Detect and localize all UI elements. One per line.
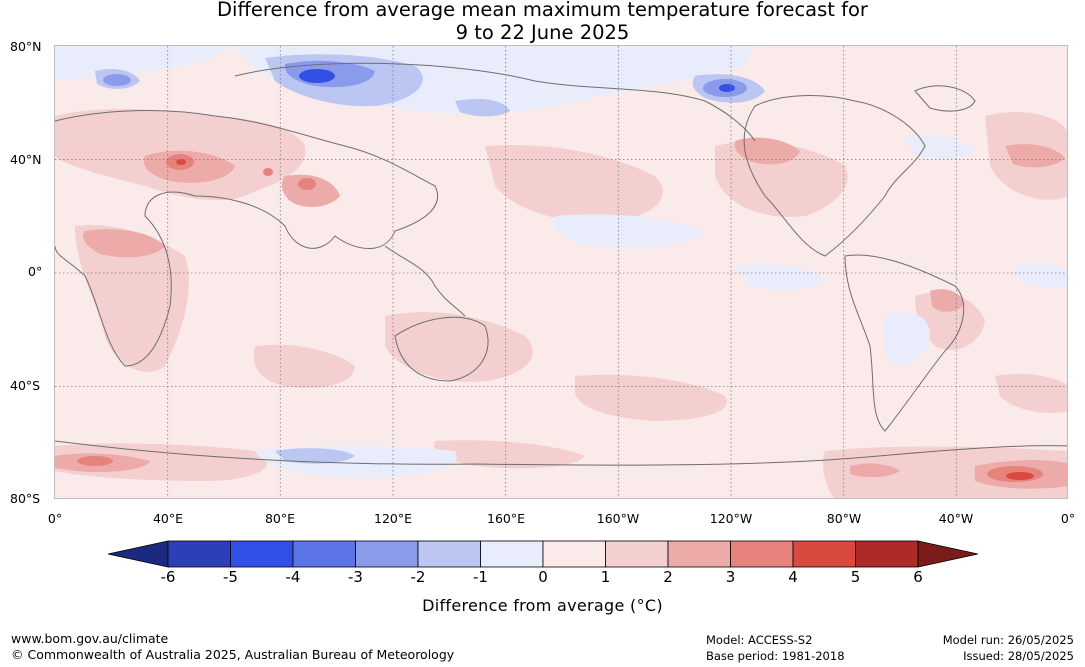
- footer-model: Model: ACCESS-S2: [706, 633, 813, 647]
- footer-model-run: Model run: 26/05/2025: [942, 633, 1074, 647]
- footer-copyright: © Commonwealth of Australia 2025, Austra…: [11, 647, 455, 662]
- lon-label-120e: 120°E: [373, 511, 413, 526]
- colorbar-tick-label: -5: [223, 568, 238, 586]
- colorbar-cell: [292, 540, 356, 568]
- lat-label-80s: 80°S: [10, 491, 41, 506]
- map-title-line2: 9 to 22 June 2025: [455, 21, 630, 44]
- footer-base-period: Base period: 1981-2018: [706, 649, 845, 663]
- colorbar-cell: [355, 540, 419, 568]
- lat-label-80n: 80°N: [10, 39, 42, 54]
- map-title: Difference from average mean maximum tem…: [0, 0, 1085, 44]
- lon-label-80w: 80°W: [826, 511, 862, 526]
- lon-label-40e: 40°E: [152, 511, 184, 526]
- lon-label-40w: 40°W: [938, 511, 974, 526]
- colorbar-cell: [167, 540, 231, 568]
- colorbar-cell: [480, 540, 544, 568]
- colorbar-cell: [855, 540, 919, 568]
- colorbar-tick-label: -3: [348, 568, 363, 586]
- lon-label-0-east: 0°: [1060, 511, 1076, 526]
- colorbar: [108, 540, 978, 568]
- colorbar-extend-low: [108, 540, 169, 568]
- colorbar-tick-label: 6: [913, 568, 923, 586]
- lat-label-40n: 40°N: [10, 152, 42, 167]
- colorbar-label: Difference from average (°C): [422, 596, 663, 615]
- colorbar-tick-label: -2: [410, 568, 426, 586]
- footer-website: www.bom.gov.au/climate: [11, 631, 169, 646]
- map-title-line1: Difference from average mean maximum tem…: [217, 0, 868, 21]
- colorbar-cell: [605, 540, 669, 568]
- colorbar-tick-label: 4: [788, 568, 798, 586]
- colorbar-tick-label: 5: [850, 568, 861, 586]
- anomaly-cool-light: [55, 46, 1067, 478]
- lon-label-80e: 80°E: [264, 511, 296, 526]
- colorbar-cell: [542, 540, 606, 568]
- lat-label-40s: 40°S: [10, 378, 41, 393]
- colorbar-extend-high: [917, 540, 978, 568]
- anomaly-warm-very-strong: [176, 159, 1034, 480]
- graticule: [55, 46, 1067, 498]
- colorbar-cell: [730, 540, 794, 568]
- colorbar-cell: [667, 540, 731, 568]
- forecast-map: [54, 45, 1068, 499]
- colorbar-tick-label: 1: [600, 568, 611, 586]
- colorbar-cell: [417, 540, 481, 568]
- colorbar-tick-label: 0: [538, 568, 548, 586]
- colorbar-tick-label: -6: [160, 568, 176, 586]
- lat-label-0: 0°: [28, 264, 43, 279]
- coastlines: [55, 62, 1067, 466]
- map-graphic: [55, 46, 1067, 498]
- lon-label-120w: 120°W: [709, 511, 753, 526]
- colorbar-tick-label: -4: [285, 568, 301, 586]
- lon-label-0: 0°: [47, 511, 63, 526]
- footer-issued: Issued: 28/05/2025: [963, 649, 1074, 663]
- colorbar-tick-label: -1: [473, 568, 488, 586]
- colorbar-tick-label: 3: [725, 568, 736, 586]
- lon-label-160e: 160°E: [486, 511, 526, 526]
- colorbar-cell: [230, 540, 294, 568]
- lon-label-160w: 160°W: [596, 511, 640, 526]
- colorbar-cell: [792, 540, 856, 568]
- colorbar-tick-label: 2: [663, 568, 673, 586]
